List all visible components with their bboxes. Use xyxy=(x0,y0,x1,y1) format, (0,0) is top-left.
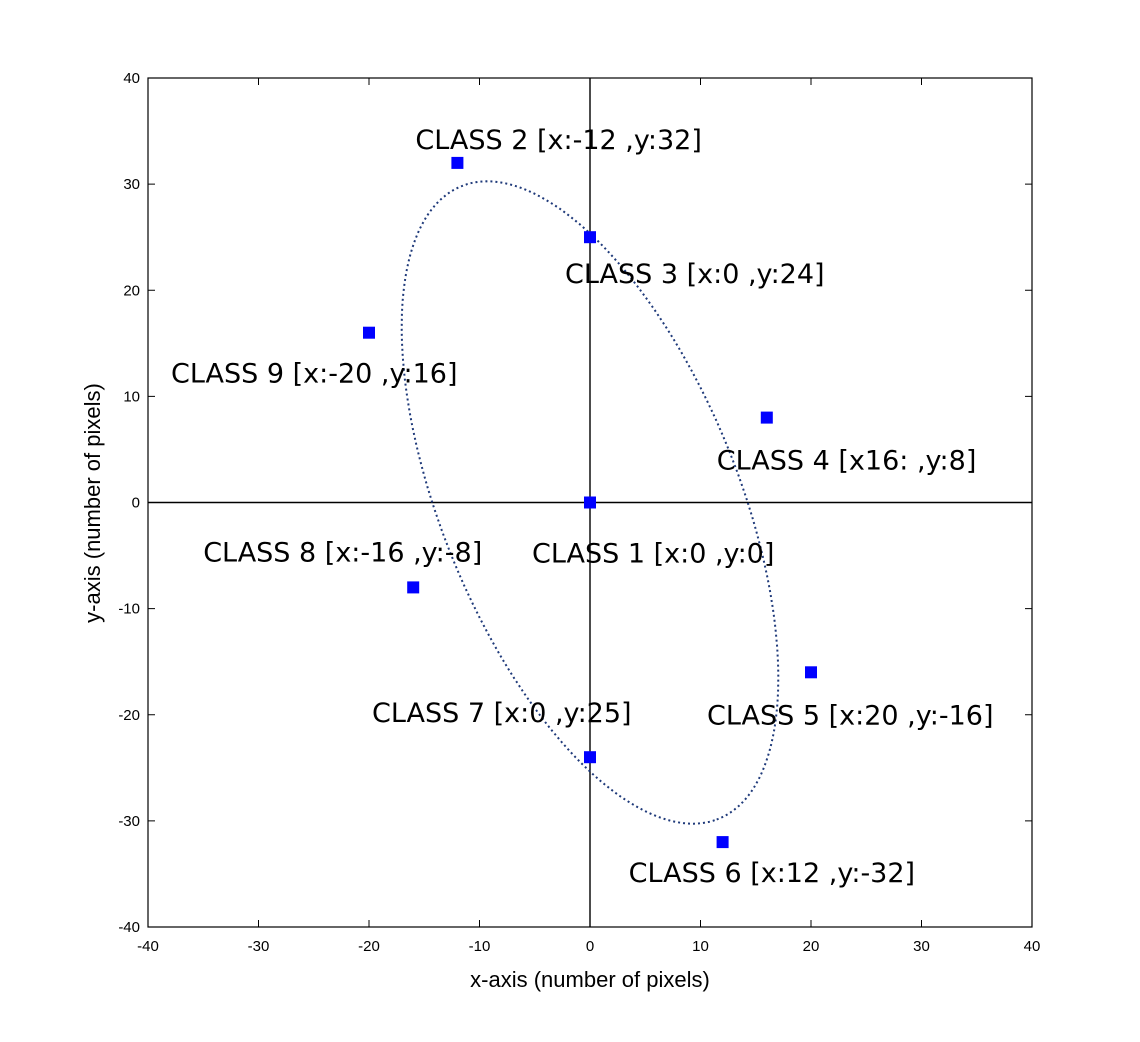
data-point-class-4 xyxy=(760,411,773,424)
y-tick-label: -20 xyxy=(118,707,140,724)
point-label-class-5: CLASS 5 [x:20 ,y:-16] xyxy=(707,700,993,731)
x-tick-label: -20 xyxy=(358,938,380,955)
y-tick-label: 20 xyxy=(123,282,140,299)
ellipse-curve xyxy=(400,180,780,825)
x-tick-label: 20 xyxy=(803,938,820,955)
data-point-class-6 xyxy=(716,836,729,849)
x-tick-label: 10 xyxy=(692,938,709,955)
data-point-class-2 xyxy=(451,156,464,169)
x-tick-label: -30 xyxy=(248,938,270,955)
x-tick-label: 0 xyxy=(586,938,594,955)
axis-ticks: -40 -30 -20 -10 0 10 20 30 40 -40 -30 -20 -10 0 10 20 30… xyxy=(118,70,1040,955)
y-tick-label: 0 xyxy=(132,495,140,512)
y-tick-label: 10 xyxy=(123,388,140,405)
ellipse-path xyxy=(400,180,780,825)
point-label-class-4: CLASS 4 [x16: ,y:8] xyxy=(717,446,977,477)
data-point-class-7 xyxy=(584,751,596,764)
point-label-class-3: CLASS 3 [x:0 ,y:24] xyxy=(565,259,825,290)
point-label-class-7: CLASS 7 [x:0 ,y:25] xyxy=(372,698,632,729)
x-axis-label: x-axis (number of pixels) xyxy=(470,967,710,992)
data-point-class-3 xyxy=(584,231,596,244)
point-labels: CLASS 1 [x:0 ,y:0] CLASS 2 [x:-12 ,y:32] C… xyxy=(171,125,993,889)
data-point-class-5 xyxy=(805,666,817,679)
y-axis-label: y-axis (number of pixels) xyxy=(80,383,105,623)
point-label-class-2: CLASS 2 [x:-12 ,y:32] xyxy=(415,125,701,156)
x-tick-label: 40 xyxy=(1024,938,1041,955)
data-points xyxy=(363,156,817,849)
point-label-class-1: CLASS 1 [x:0 ,y:0] xyxy=(532,539,774,570)
x-tick-label: 30 xyxy=(913,938,930,955)
x-tick-label: -40 xyxy=(137,938,159,955)
point-label-class-6: CLASS 6 [x:12 ,y:-32] xyxy=(629,858,915,889)
point-label-class-9: CLASS 9 [x:-20 ,y:16] xyxy=(171,359,457,390)
data-point-class-8 xyxy=(407,581,420,594)
y-tick-label: -10 xyxy=(118,601,140,618)
point-label-class-8: CLASS 8 [x:-16 ,y:-8] xyxy=(203,537,482,568)
data-point-class-1 xyxy=(584,496,596,509)
y-tick-label: 30 xyxy=(123,176,140,193)
y-tick-label: 40 xyxy=(123,70,140,87)
data-point-class-9 xyxy=(363,326,375,339)
y-tick-label: -30 xyxy=(118,813,140,830)
y-tick-label: -40 xyxy=(118,919,140,936)
x-tick-label: -10 xyxy=(469,938,491,955)
